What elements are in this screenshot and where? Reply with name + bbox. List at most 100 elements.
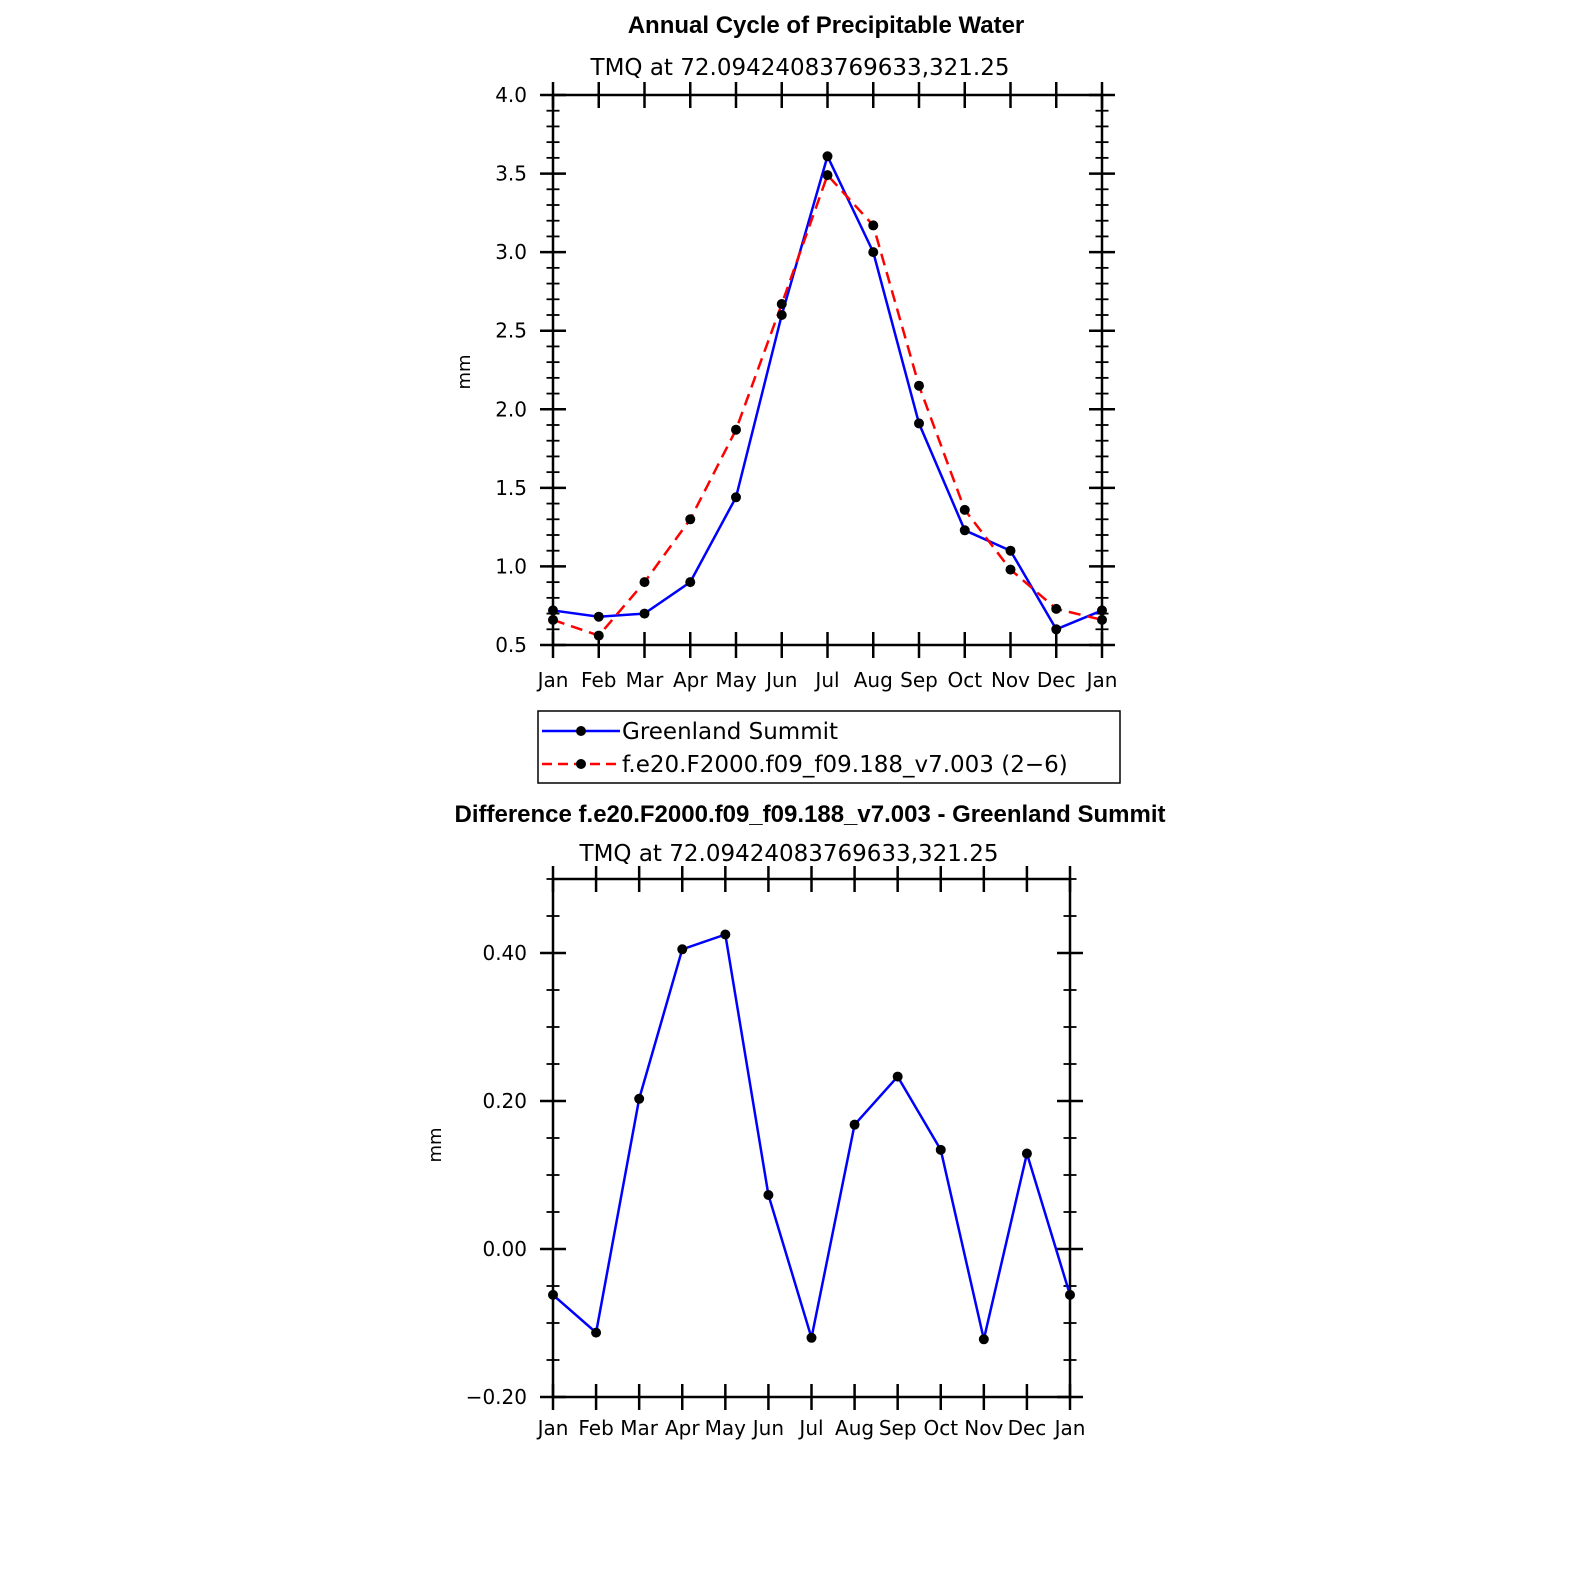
- x-tick-label: Mar: [626, 668, 665, 692]
- series-0-point: [1051, 624, 1062, 635]
- x-tick-label: Apr: [673, 668, 708, 692]
- x-tick-label: Nov: [991, 668, 1030, 692]
- chart-title: Annual Cycle of Precipitable Water: [628, 12, 1025, 39]
- y-tick-label: 4.0: [495, 83, 527, 107]
- series-layer: [548, 151, 1107, 641]
- series-1-point: [914, 380, 924, 391]
- y-tick-label: 0.00: [482, 1237, 527, 1261]
- series-0-point: [849, 1119, 860, 1130]
- series-line-0: [552, 932, 1072, 1340]
- series-0-point: [634, 1093, 645, 1104]
- series-0-point: [776, 310, 787, 320]
- x-tick-label: Apr: [665, 1416, 700, 1440]
- series-0-point: [1097, 605, 1107, 616]
- legend-marker-greenland: [576, 726, 586, 736]
- x-tick-label: Dec: [1008, 1416, 1047, 1440]
- y-axis-label: mm: [425, 1127, 446, 1162]
- x-tick-label: Dec: [1037, 668, 1076, 692]
- x-tick-label: Aug: [854, 668, 893, 692]
- series-1-point: [1051, 603, 1062, 614]
- chart-title: Difference f.e20.F2000.f09_f09.188_v7.00…: [454, 801, 1165, 828]
- series-1-point: [593, 630, 604, 641]
- series-0-point: [639, 608, 650, 619]
- x-tick-label: Oct: [923, 1416, 958, 1440]
- series-0-point: [548, 605, 558, 616]
- series-0-point: [731, 492, 741, 503]
- series-1-point: [548, 614, 558, 625]
- series-0-point: [959, 525, 970, 536]
- series-0-point: [1005, 545, 1016, 556]
- series-1-point: [776, 299, 787, 309]
- series-1-point: [959, 504, 970, 515]
- series-0-point: [685, 577, 696, 588]
- y-tick-label: 2.0: [495, 397, 527, 421]
- y-tick-label: 0.20: [482, 1089, 527, 1113]
- x-tick-label: Jan: [536, 668, 569, 692]
- x-tick-label: Oct: [947, 668, 982, 692]
- x-tick-label: Sep: [900, 668, 938, 692]
- chart-subtitle: TMQ at 72.09424083769633,321.25: [579, 841, 999, 867]
- tick-labels: Jan Feb Mar Apr May Jun Jul Aug Sep Oct Nov Dec Jan−…: [466, 941, 1086, 1440]
- y-tick-label: 0.5: [495, 633, 527, 657]
- chart-annual-cycle: Annual Cycle of Precipitable Water TMQ a…: [454, 12, 1121, 784]
- series-0-point: [720, 929, 731, 940]
- series-0-point: [978, 1334, 989, 1345]
- legend: Greenland Summit f.e20.F2000.f09_f09.188…: [537, 710, 1121, 784]
- series-line-0: [552, 152, 1103, 631]
- y-tick-label: 3.5: [495, 162, 527, 186]
- series-0-point: [892, 1071, 903, 1082]
- y-tick-label: 3.0: [495, 240, 527, 264]
- x-tick-label: May: [705, 1416, 747, 1440]
- y-tick-label: 1.5: [495, 476, 527, 500]
- chart-subtitle: TMQ at 72.09424083769633,321.25: [590, 55, 1010, 81]
- x-tick-label: Jan: [1085, 668, 1118, 692]
- y-tick-label: 1.0: [495, 554, 527, 578]
- x-tick-label: Jul: [813, 668, 839, 692]
- x-tick-label: May: [715, 668, 757, 692]
- y-tick-label: −0.20: [466, 1385, 527, 1409]
- series-0-point: [1065, 1289, 1075, 1300]
- y-axis-label: mm: [454, 354, 475, 389]
- axes-frame: [540, 866, 1083, 1410]
- series-0-point: [806, 1332, 817, 1343]
- x-tick-label: Jan: [536, 1416, 569, 1440]
- series-0-point: [591, 1327, 602, 1338]
- series-1-point: [868, 220, 879, 231]
- axes-frame: [540, 82, 1115, 658]
- x-tick-label: Feb: [581, 668, 616, 692]
- series-1-point: [1005, 564, 1016, 575]
- legend-marker-model: [576, 759, 586, 769]
- x-tick-label: Feb: [578, 1416, 613, 1440]
- x-tick-label: Mar: [620, 1416, 659, 1440]
- tick-labels: Jan Feb Mar Apr May Jun Jul Aug Sep Oct Nov Dec Jan 0…: [495, 83, 1117, 692]
- series-0-point: [763, 1189, 774, 1200]
- series-0-point: [677, 944, 688, 955]
- plot-frame: [551, 877, 1072, 1399]
- legend-label-model: f.e20.F2000.f09_f09.188_v7.003 (2−6): [622, 752, 1068, 778]
- series-1-point: [685, 514, 696, 525]
- legend-label-greenland: Greenland Summit: [622, 719, 838, 745]
- series-1-point: [731, 424, 741, 435]
- legend-box: [537, 710, 1121, 784]
- chart-difference: Difference f.e20.F2000.f09_f09.188_v7.00…: [425, 801, 1166, 1440]
- series-0-point: [822, 151, 833, 162]
- x-tick-label: Jul: [797, 1416, 823, 1440]
- x-tick-label: Jan: [1053, 1416, 1086, 1440]
- x-tick-label: Sep: [879, 1416, 917, 1440]
- x-tick-label: Jun: [764, 668, 797, 692]
- series-1-point: [822, 170, 833, 181]
- series-0-point: [548, 1289, 558, 1300]
- series-1-point: [1097, 614, 1107, 625]
- series-0-point: [914, 418, 924, 429]
- x-tick-label: Aug: [835, 1416, 874, 1440]
- x-tick-label: Jun: [751, 1416, 784, 1440]
- y-tick-label: 0.40: [482, 941, 527, 965]
- series-0-point: [935, 1144, 946, 1155]
- y-tick-label: 2.5: [495, 319, 527, 343]
- series-1-point: [639, 577, 650, 588]
- series-0-point: [593, 611, 604, 622]
- series-0-point: [1021, 1148, 1032, 1159]
- series-layer: [548, 929, 1075, 1345]
- series-0-point: [868, 247, 879, 258]
